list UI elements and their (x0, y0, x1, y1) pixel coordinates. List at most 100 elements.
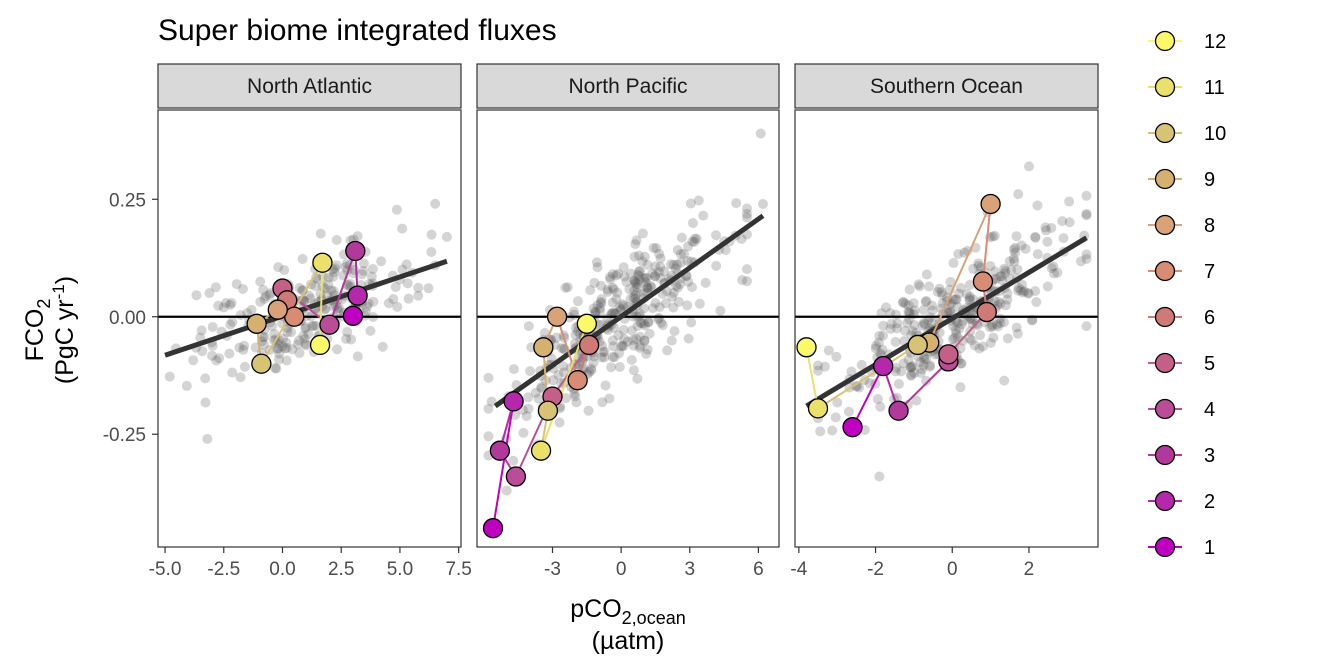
background-point (628, 365, 639, 376)
background-point (639, 320, 650, 331)
background-point (365, 325, 376, 336)
background-point (871, 340, 882, 351)
trend-line (164, 258, 448, 358)
background-point (586, 365, 597, 376)
background-point (191, 290, 202, 301)
background-point (711, 230, 722, 241)
background-point (1046, 222, 1057, 233)
background-point (501, 485, 512, 496)
x-tick-label: -3 (544, 559, 561, 580)
background-point (202, 433, 213, 444)
background-point (329, 267, 340, 278)
background-point (1013, 285, 1024, 296)
month-point (482, 518, 504, 539)
background-point (331, 235, 342, 246)
background-point (237, 283, 248, 294)
background-point (1002, 294, 1013, 305)
background-point (911, 395, 922, 406)
background-point (987, 231, 998, 242)
background-point (913, 279, 924, 290)
background-point (196, 325, 207, 336)
background-point (616, 341, 627, 352)
background-point (397, 264, 408, 275)
legend-label: 12 (1204, 31, 1226, 53)
month-point (345, 240, 366, 262)
background-point (328, 286, 339, 297)
background-point (905, 362, 916, 373)
month-point (873, 355, 894, 377)
background-point (647, 268, 658, 279)
background-point (624, 284, 635, 295)
background-point (1002, 333, 1013, 344)
background-point (987, 321, 998, 332)
background-point (612, 287, 623, 298)
month-point (312, 252, 333, 273)
background-point (1064, 217, 1075, 228)
background-point (921, 296, 932, 307)
background-point (530, 387, 541, 398)
background-point (607, 308, 618, 319)
background-point (551, 332, 562, 343)
background-point (964, 293, 975, 304)
x-tick-label: 0.0 (269, 559, 295, 580)
background-point (264, 290, 275, 301)
background-point (227, 316, 238, 327)
background-point (294, 282, 305, 293)
background-point (914, 281, 925, 292)
background-point (669, 326, 680, 337)
background-point (1046, 263, 1057, 274)
background-point (548, 375, 559, 386)
background-point (968, 263, 979, 274)
background-point (904, 307, 915, 318)
background-point (630, 293, 641, 304)
background-point (672, 244, 683, 255)
background-point (631, 235, 642, 246)
background-point (961, 288, 972, 299)
legend-label: 4 (1204, 399, 1215, 421)
background-point (687, 218, 698, 229)
month-point (807, 398, 829, 419)
month-point (503, 391, 524, 412)
background-point (525, 366, 536, 377)
background-point (991, 319, 1002, 330)
background-point (287, 344, 298, 355)
background-point (965, 312, 976, 323)
background-point (632, 373, 643, 384)
background-point (562, 282, 573, 293)
background-point (635, 266, 646, 277)
background-point (1023, 288, 1034, 299)
background-point (569, 388, 580, 399)
background-point (592, 262, 603, 273)
background-point (619, 271, 630, 282)
background-point (946, 298, 957, 309)
background-point (1042, 281, 1053, 292)
background-point (596, 294, 607, 305)
background-point (956, 319, 967, 330)
background-point (426, 229, 437, 240)
x-tick-label: 3 (684, 559, 695, 580)
background-point (921, 269, 932, 280)
background-point (656, 317, 667, 328)
background-point (899, 325, 910, 336)
background-point (281, 337, 292, 348)
month-point (972, 271, 994, 292)
background-point (892, 318, 903, 329)
background-point (1030, 286, 1041, 297)
background-point (614, 361, 625, 372)
panel-2: Southern Ocean -4 -2 0 2 (790, 63, 1099, 580)
background-point (1081, 253, 1092, 264)
panel-border (157, 109, 462, 548)
y-axis-title-main: FCO2 (21, 299, 54, 362)
background-point (919, 319, 930, 330)
background-point (305, 293, 316, 304)
background-point (957, 335, 968, 346)
background-point (604, 393, 615, 404)
background-point (1064, 196, 1075, 207)
background-point (632, 321, 643, 332)
background-point (819, 361, 830, 372)
background-point (950, 294, 961, 305)
background-point (533, 393, 544, 404)
background-point (1042, 236, 1053, 247)
legend-item: 7 (1148, 260, 1215, 283)
background-point (881, 302, 892, 313)
